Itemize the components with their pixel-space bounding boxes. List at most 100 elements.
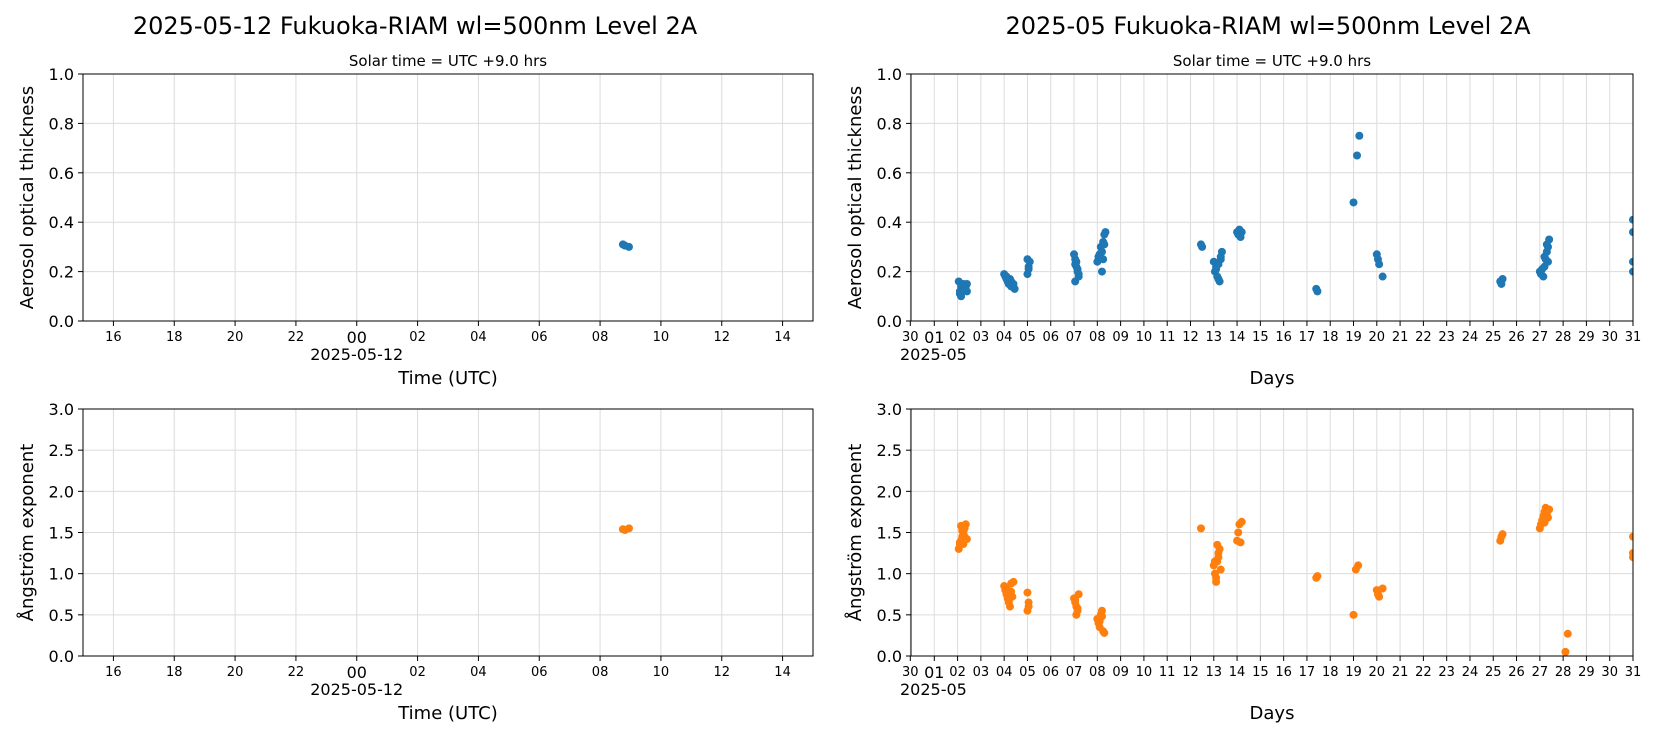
x-tick-label: 13 xyxy=(1206,665,1223,680)
y-tick-label: 0.2 xyxy=(877,263,902,282)
data-point xyxy=(1561,647,1570,656)
data-point xyxy=(1196,524,1205,533)
data-point xyxy=(959,540,968,549)
x-tick-label: 08 xyxy=(1089,330,1106,345)
x-date-label: 2025-05-12 xyxy=(310,345,403,364)
x-tick-label: 27 xyxy=(1532,665,1549,680)
data-points xyxy=(954,503,1633,656)
x-tick-label: 05 xyxy=(1019,665,1036,680)
x-tick-label: 20 xyxy=(227,665,244,680)
data-point xyxy=(1097,247,1106,256)
x-tick-label: 09 xyxy=(1112,665,1129,680)
x-tick-label: 26 xyxy=(1508,665,1525,680)
x-tick-label: 06 xyxy=(531,330,548,345)
data-points xyxy=(618,240,633,251)
y-axis-label: Ångström exponent xyxy=(844,444,866,622)
y-axis-label: Aerosol optical thickness xyxy=(17,86,38,309)
data-point xyxy=(624,242,633,251)
x-tick-label: 10 xyxy=(653,665,670,680)
data-point xyxy=(1498,530,1507,539)
data-point xyxy=(1378,272,1387,281)
y-tick-label: 2.0 xyxy=(877,482,902,501)
x-axis-label: Days xyxy=(1250,703,1295,724)
data-point xyxy=(1563,629,1572,638)
x-tick-label: 27 xyxy=(1532,330,1549,345)
y-tick-label: 0.0 xyxy=(877,312,902,331)
data-point xyxy=(1100,628,1109,637)
x-tick-label: 21 xyxy=(1392,330,1409,345)
panel-subtitle: Solar time = UTC +9.0 hrs xyxy=(349,52,547,70)
x-tick-label: 13 xyxy=(1206,330,1223,345)
data-point xyxy=(1353,151,1362,160)
x-tick-label: 00 xyxy=(347,663,367,682)
x-tick-label: 11 xyxy=(1159,330,1176,345)
data-point xyxy=(1375,592,1384,601)
y-tick-label: 0.5 xyxy=(877,606,902,625)
y-tick-label: 3.0 xyxy=(49,400,74,419)
x-tick-label: 04 xyxy=(470,665,487,680)
y-tick-label: 0.5 xyxy=(49,606,74,625)
right-figure-title: 2025-05 Fukuoka-RIAM wl=500nm Level 2A xyxy=(1005,12,1531,40)
y-tick-label: 1.0 xyxy=(877,565,902,584)
x-tick-label: 08 xyxy=(592,665,609,680)
data-point xyxy=(1313,572,1322,581)
x-tick-label: 07 xyxy=(1066,330,1083,345)
data-point xyxy=(1023,588,1032,597)
data-point xyxy=(1543,257,1552,266)
data-point xyxy=(960,532,969,541)
data-point xyxy=(1355,131,1364,140)
data-point xyxy=(1629,532,1633,541)
x-tick-label: 29 xyxy=(1578,330,1595,345)
data-point xyxy=(1375,260,1384,269)
data-point xyxy=(1099,255,1108,264)
y-tick-label: 1.5 xyxy=(49,524,74,543)
x-tick-label: 18 xyxy=(166,665,183,680)
x-date-label: 2025-05 xyxy=(900,680,967,699)
x-tick-label: 19 xyxy=(1345,665,1362,680)
y-tick-label: 0.8 xyxy=(877,114,902,133)
x-tick-label: 28 xyxy=(1555,665,1572,680)
x-tick-label: 21 xyxy=(1392,665,1409,680)
x-tick-label: 07 xyxy=(1066,665,1083,680)
x-tick-label: 25 xyxy=(1485,665,1502,680)
data-point xyxy=(1216,565,1225,574)
x-tick-label: 14 xyxy=(1229,665,1246,680)
data-point xyxy=(1629,267,1633,276)
left-figure-title: 2025-05-12 Fukuoka-RIAM wl=500nm Level 2… xyxy=(133,12,698,40)
panel-1: 0.0 0.2 0.4 0.6 0.8 1.0 16 18 20 22 00 02 04 06 08 10 12… xyxy=(17,52,814,389)
x-tick-label: 30 xyxy=(1601,665,1618,680)
x-tick-label: 19 xyxy=(1345,330,1362,345)
data-point xyxy=(1023,606,1032,615)
y-tick-label: 0.6 xyxy=(49,164,74,183)
y-tick-label: 0.4 xyxy=(49,213,74,232)
x-tick-label: 10 xyxy=(653,330,670,345)
x-tick-label: 16 xyxy=(105,330,122,345)
x-tick-label: 00 xyxy=(347,328,367,347)
data-point xyxy=(1378,584,1387,593)
x-tick-label: 10 xyxy=(1136,330,1153,345)
y-tick-label: 2.5 xyxy=(877,441,902,460)
x-tick-label: 12 xyxy=(1182,665,1199,680)
y-tick-label: 1.5 xyxy=(877,524,902,543)
data-point xyxy=(1349,198,1358,207)
x-tick-label: 22 xyxy=(1415,330,1432,345)
y-tick-label: 1.0 xyxy=(49,565,74,584)
y-tick-label: 1.0 xyxy=(49,65,74,84)
y-tick-label: 0.0 xyxy=(49,647,74,666)
data-point xyxy=(1214,260,1223,269)
x-axis-label: Time (UTC) xyxy=(397,703,498,724)
panel-4: 0.0 0.5 1.0 1.5 2.0 2.5 3.0 30 01 02 03 04 05 06 07 08 0… xyxy=(844,400,1641,724)
x-tick-label: 02 xyxy=(949,665,966,680)
x-tick-label: 01 xyxy=(924,663,944,682)
x-tick-label: 31 xyxy=(1625,330,1642,345)
data-point xyxy=(1024,265,1033,274)
data-point xyxy=(1074,270,1083,279)
data-point xyxy=(1237,517,1246,526)
x-tick-label: 18 xyxy=(1322,665,1339,680)
x-tick-label: 14 xyxy=(1229,330,1246,345)
x-tick-label: 03 xyxy=(973,330,990,345)
y-tick-label: 0.0 xyxy=(877,647,902,666)
data-point xyxy=(1212,577,1221,586)
x-tick-label: 06 xyxy=(1042,330,1059,345)
